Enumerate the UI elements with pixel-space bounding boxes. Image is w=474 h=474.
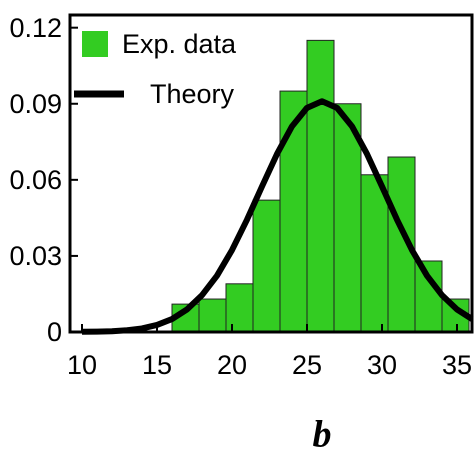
x-tick-label: 25 bbox=[292, 350, 322, 380]
x-tick-label: 10 bbox=[67, 350, 97, 380]
y-tick-label: 0.09 bbox=[9, 89, 62, 119]
x-axis-title: b bbox=[313, 414, 332, 456]
legend-swatch bbox=[82, 31, 108, 57]
legend-label: Exp. data bbox=[122, 29, 237, 59]
legend: Exp. data Theory bbox=[74, 29, 237, 109]
x-tick-label: 15 bbox=[142, 350, 172, 380]
x-tick-label: 30 bbox=[367, 350, 397, 380]
y-tick-label: 0.03 bbox=[9, 241, 62, 271]
bar bbox=[279, 90, 308, 333]
y-tick-label: 0.06 bbox=[9, 165, 62, 195]
x-tick-label: 35 bbox=[442, 350, 472, 380]
x-tick-label: 20 bbox=[217, 350, 247, 380]
bar bbox=[306, 39, 335, 333]
legend-label: Theory bbox=[150, 79, 235, 109]
bar bbox=[198, 298, 227, 333]
y-tick-label: 0.12 bbox=[9, 13, 62, 43]
bar bbox=[252, 199, 281, 333]
theory-line bbox=[81, 98, 474, 335]
y-tick-label: 0 bbox=[47, 317, 62, 347]
plot-frame bbox=[68, 13, 474, 334]
bar bbox=[414, 260, 443, 333]
bar bbox=[360, 174, 389, 333]
bar bbox=[333, 103, 362, 333]
bar bbox=[225, 283, 254, 333]
